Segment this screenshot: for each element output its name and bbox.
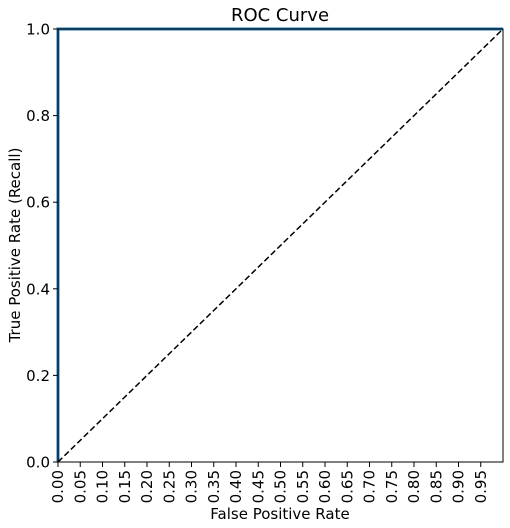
chart-title: ROC Curve — [231, 5, 329, 26]
y-tick-label: 0.8 — [26, 107, 50, 125]
x-tick-label: 0.85 — [427, 470, 445, 503]
x-tick-label: 0.95 — [472, 470, 490, 503]
x-tick-label: 0.65 — [338, 470, 356, 503]
plot-area: 0.00.20.40.60.81.00.00 0.05 0.10 0.15 0.20 0.… — [26, 21, 504, 503]
x-tick-label: 0.55 — [294, 470, 312, 503]
y-tick-label: 0.2 — [26, 367, 50, 385]
x-tick-label: 0.50 — [272, 470, 290, 503]
x-tick-label: 0.15 — [116, 470, 134, 503]
x-tick-label: 0.25 — [160, 470, 178, 503]
x-axis-label: False Positive Rate — [210, 505, 349, 523]
y-tick-label: 1.0 — [26, 21, 50, 39]
x-tick-label: 0.80 — [405, 470, 423, 503]
x-tick-label: 0.20 — [138, 470, 156, 503]
x-tick-label: 0.45 — [249, 470, 267, 503]
x-tick-label: 0.90 — [450, 470, 468, 503]
x-tick-label: 0.10 — [94, 470, 112, 503]
x-tick-label: 0.75 — [383, 470, 401, 503]
y-tick-label: 0.0 — [26, 454, 50, 472]
x-tick-label: 0.30 — [183, 470, 201, 503]
x-tick-label: 0.40 — [227, 470, 245, 503]
diagonal-reference-line — [57, 28, 504, 463]
y-axis-label: True Positive Rate (Recall) — [6, 148, 24, 344]
y-tick-label: 0.6 — [26, 194, 50, 212]
x-tick-label: 0.00 — [49, 470, 67, 503]
x-tick-label: 0.70 — [361, 470, 379, 503]
y-tick-label: 0.4 — [26, 280, 50, 298]
x-tick-label: 0.35 — [205, 470, 223, 503]
x-tick-label: 0.05 — [71, 470, 89, 503]
x-tick-label: 0.60 — [316, 470, 334, 503]
